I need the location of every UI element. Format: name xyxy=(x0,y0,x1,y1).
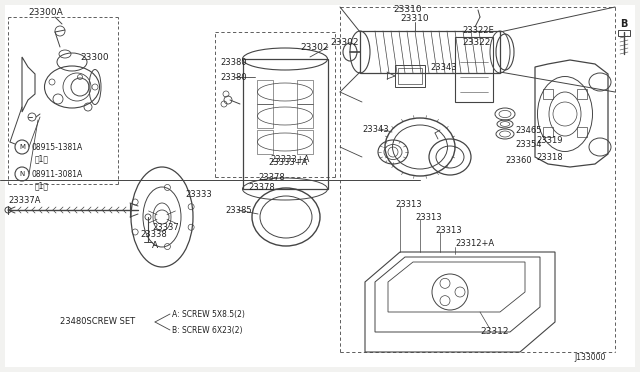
Text: 23302: 23302 xyxy=(330,38,358,46)
Text: （1）: （1） xyxy=(35,154,49,164)
Text: B: B xyxy=(620,19,627,29)
Text: 23319: 23319 xyxy=(536,135,563,144)
Text: 23354: 23354 xyxy=(515,140,541,148)
Bar xyxy=(360,31,500,73)
Text: 23313: 23313 xyxy=(415,212,442,221)
Text: 23333+A: 23333+A xyxy=(270,154,309,164)
Bar xyxy=(577,127,587,137)
Bar xyxy=(543,127,553,137)
Bar xyxy=(543,89,553,99)
Text: B: SCREW 6X23(2): B: SCREW 6X23(2) xyxy=(172,326,243,334)
Text: 23310: 23310 xyxy=(401,13,429,22)
Text: 23378: 23378 xyxy=(258,173,285,182)
Text: 23380: 23380 xyxy=(220,58,246,67)
Text: 23302: 23302 xyxy=(300,42,328,51)
Text: 23385: 23385 xyxy=(225,205,252,215)
Text: 23360: 23360 xyxy=(505,155,532,164)
Text: 23337: 23337 xyxy=(152,222,179,231)
Text: 23333: 23333 xyxy=(185,189,212,199)
Bar xyxy=(395,65,425,87)
Text: 23480SCREW SET: 23480SCREW SET xyxy=(60,317,135,327)
Text: 23343: 23343 xyxy=(362,125,388,134)
Text: 23337A: 23337A xyxy=(8,196,40,205)
Bar xyxy=(243,59,328,189)
Text: 23338: 23338 xyxy=(140,230,167,238)
Text: 23343: 23343 xyxy=(430,62,456,71)
Text: A: SCREW 5X8.5(2): A: SCREW 5X8.5(2) xyxy=(172,310,245,318)
Bar xyxy=(297,130,313,154)
Bar xyxy=(398,68,422,84)
Text: 23312: 23312 xyxy=(480,327,509,337)
Bar xyxy=(297,80,313,104)
Text: 23300A: 23300A xyxy=(28,7,63,16)
Text: 23322: 23322 xyxy=(462,38,490,46)
Text: 23313: 23313 xyxy=(395,199,422,208)
Bar xyxy=(618,30,630,36)
Text: 23310: 23310 xyxy=(394,4,422,13)
Bar xyxy=(257,130,273,154)
Text: 23313: 23313 xyxy=(435,225,461,234)
Bar xyxy=(297,104,313,128)
Text: 23333+A: 23333+A xyxy=(268,157,307,167)
Text: 08911-3081A: 08911-3081A xyxy=(32,170,83,179)
Text: 23378: 23378 xyxy=(248,183,275,192)
Text: 23465: 23465 xyxy=(515,125,541,135)
Text: 23300: 23300 xyxy=(80,52,109,61)
Text: M: M xyxy=(19,144,25,150)
Bar xyxy=(257,80,273,104)
Bar xyxy=(257,104,273,128)
Text: 23380: 23380 xyxy=(220,73,246,81)
Text: N: N xyxy=(19,171,24,177)
Text: （1）: （1） xyxy=(35,182,49,190)
Text: 23322E: 23322E xyxy=(462,26,493,35)
Text: 23312+A: 23312+A xyxy=(455,240,494,248)
Text: J133000: J133000 xyxy=(574,353,605,362)
Bar xyxy=(455,37,493,102)
Bar xyxy=(577,89,587,99)
Text: A: A xyxy=(152,241,158,250)
Text: 08915-1381A: 08915-1381A xyxy=(32,142,83,151)
Text: 23318: 23318 xyxy=(536,153,563,161)
